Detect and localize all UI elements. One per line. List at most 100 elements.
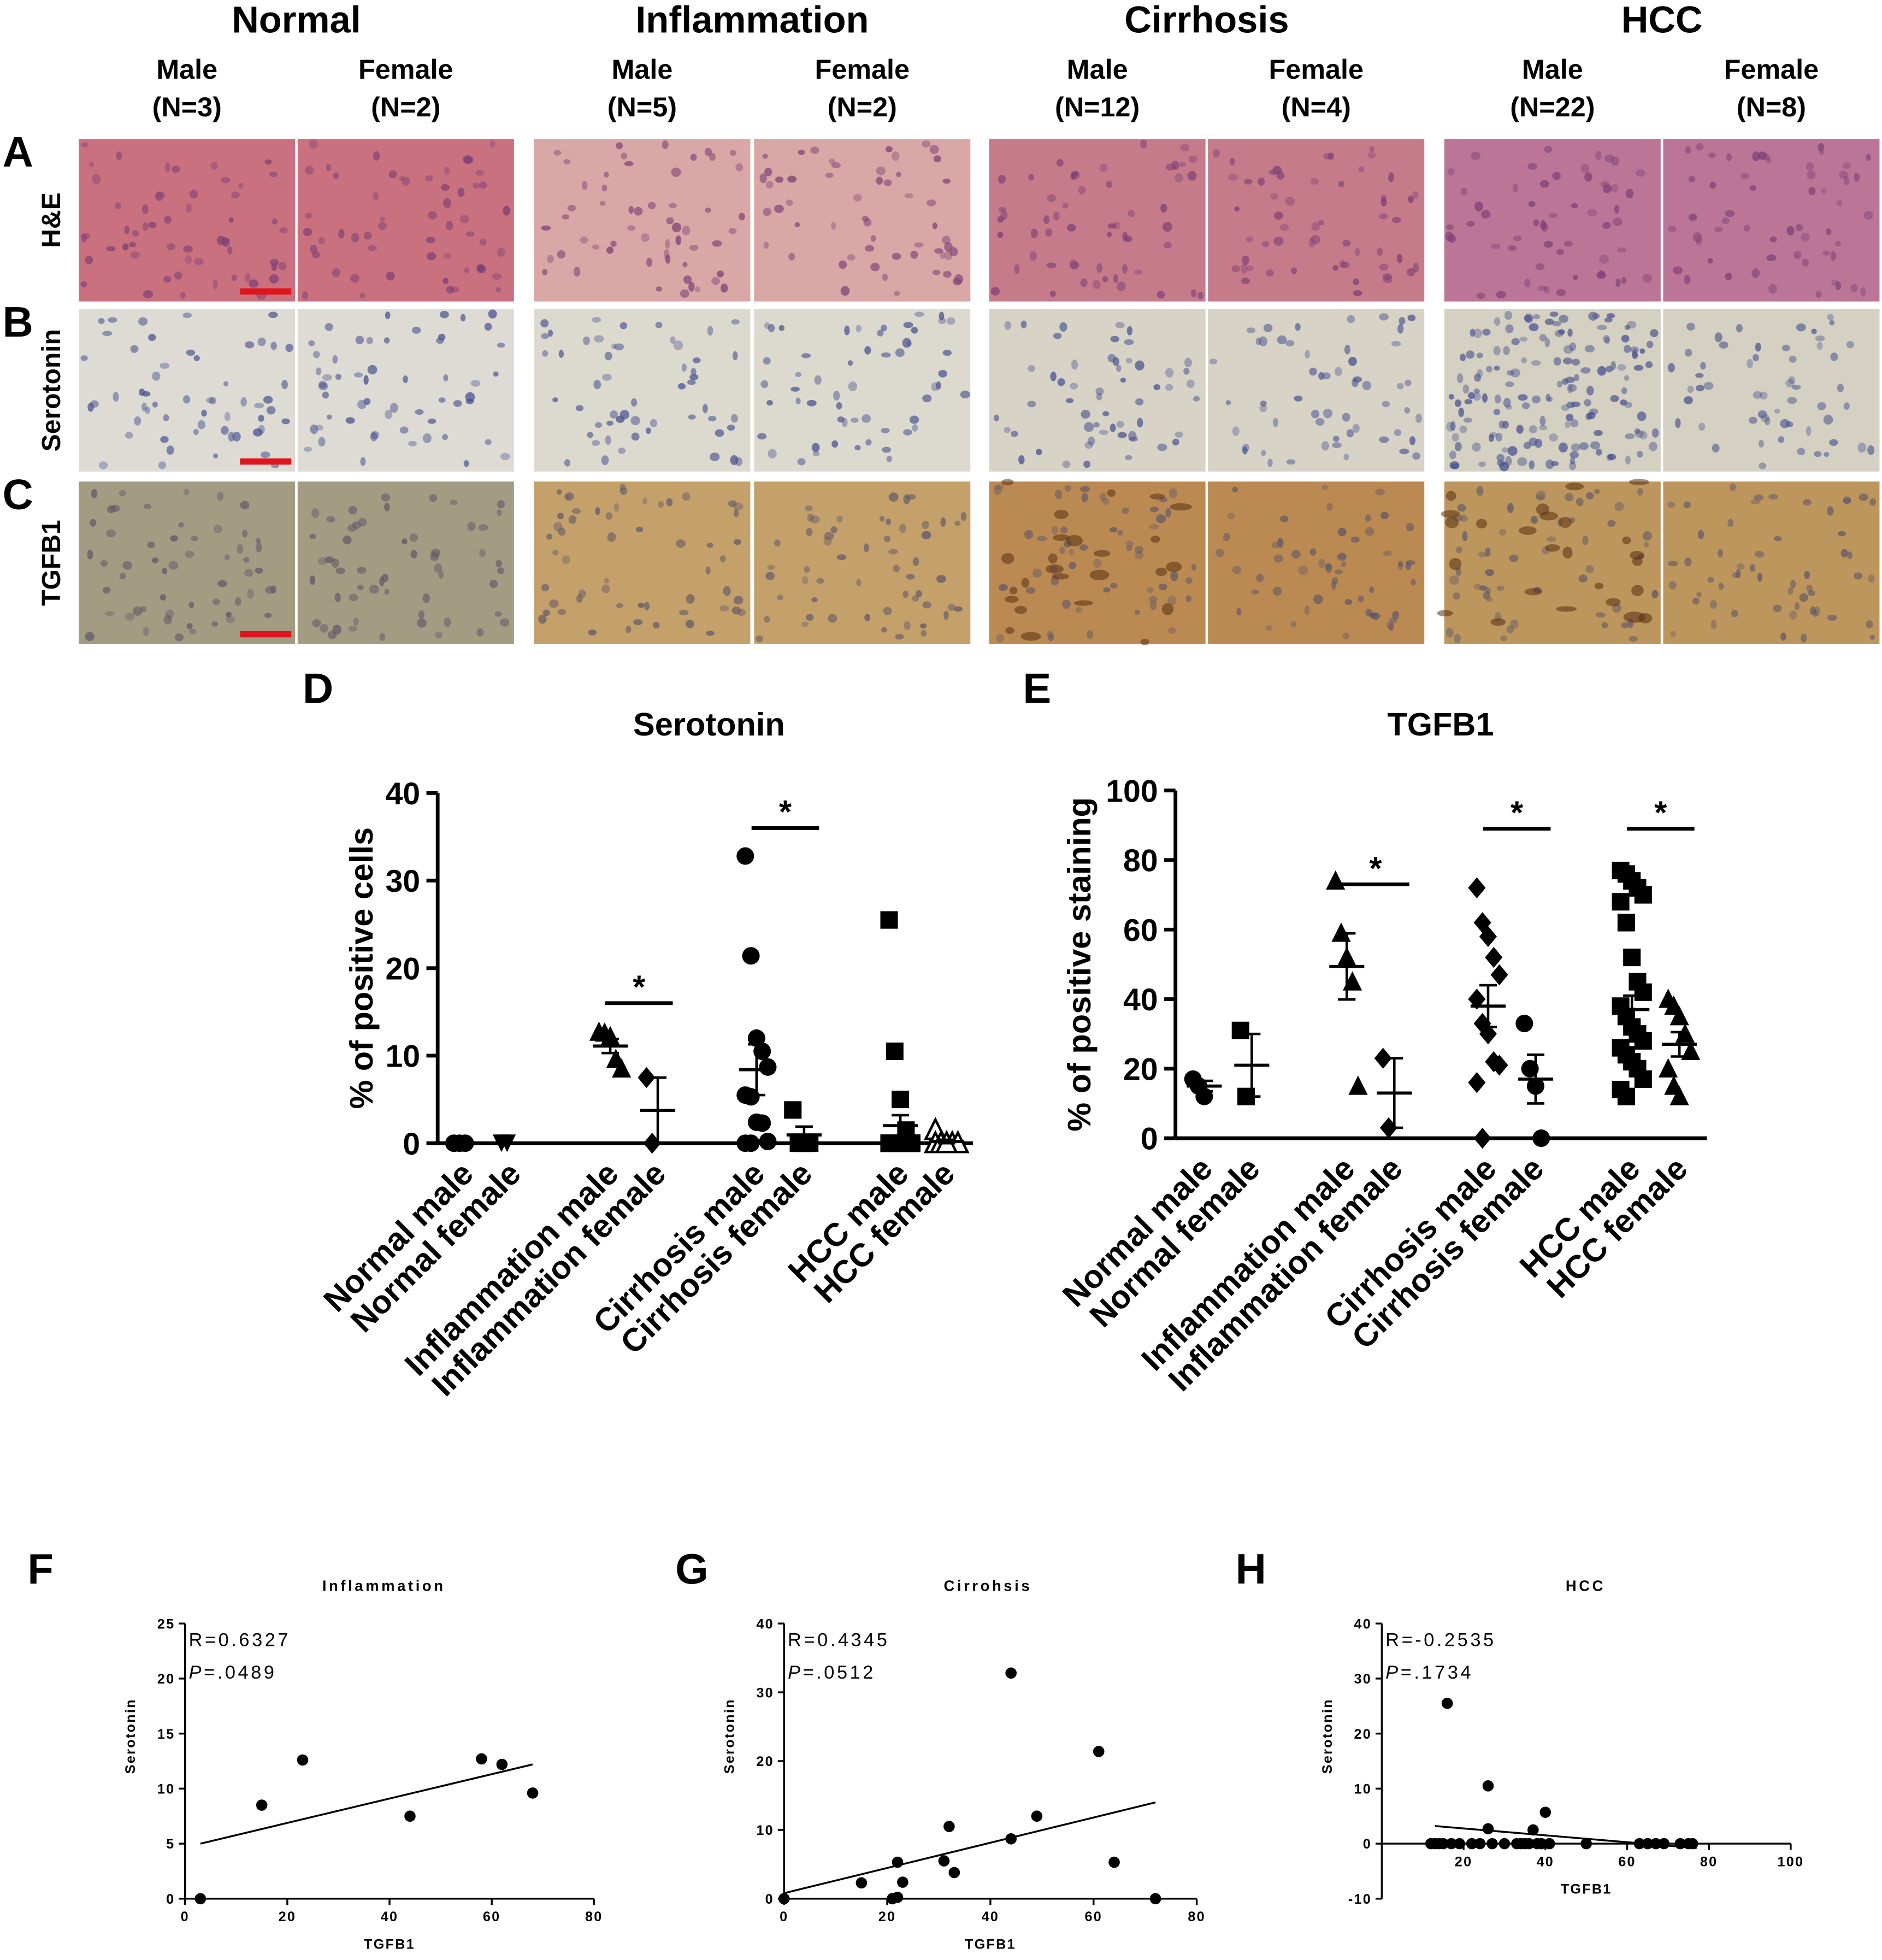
nucleus	[1827, 506, 1834, 516]
nucleus	[373, 151, 380, 161]
panel-letter: D	[303, 665, 333, 712]
nucleus	[479, 549, 486, 557]
nucleus	[434, 563, 443, 573]
nucleus	[1157, 290, 1165, 299]
nucleus	[604, 172, 609, 178]
nucleus	[1117, 432, 1127, 438]
nucleus	[777, 594, 783, 601]
nucleus	[1621, 334, 1630, 343]
nucleus	[1305, 350, 1310, 359]
nucleus	[353, 617, 359, 626]
nucleus	[1277, 538, 1284, 548]
nucleus	[1368, 612, 1378, 618]
nucleus	[1549, 433, 1558, 442]
nucleus	[735, 163, 744, 172]
nucleus	[335, 567, 346, 574]
y-tick-label: 5	[166, 1837, 175, 1852]
nucleus	[439, 310, 449, 319]
nucleus	[1075, 607, 1083, 613]
nucleus	[106, 246, 116, 252]
nucleus	[122, 243, 129, 251]
nucleus	[1611, 156, 1620, 166]
nucleus	[1639, 431, 1648, 440]
y-axis-label: % of positive staining	[1061, 797, 1098, 1132]
nucleus	[1823, 414, 1833, 425]
nucleus	[1837, 384, 1844, 392]
nucleus	[704, 148, 712, 156]
nucleus	[1866, 620, 1873, 628]
nucleus	[152, 402, 158, 408]
nucleus	[1714, 332, 1722, 343]
nucleus	[1485, 366, 1492, 373]
nucleus	[1553, 357, 1561, 366]
nucleus	[1570, 419, 1579, 428]
nucleus	[1397, 564, 1403, 570]
nucleus	[1496, 291, 1506, 298]
nucleus	[1597, 366, 1607, 376]
nucleus	[1535, 438, 1543, 448]
group-title: Normal	[232, 0, 361, 41]
nucleus	[1334, 569, 1343, 575]
nucleus	[1499, 462, 1509, 472]
nucleus	[1552, 172, 1561, 180]
nucleus	[326, 516, 335, 523]
nucleus	[542, 350, 548, 357]
nucleus	[425, 175, 433, 181]
nucleus	[1387, 621, 1394, 629]
nucleus	[1536, 490, 1546, 501]
nucleus	[1836, 200, 1843, 206]
stain-spot	[1014, 605, 1028, 614]
nucleus	[810, 515, 820, 523]
y-axis-label: Serotonin	[123, 1698, 138, 1774]
nucleus	[1165, 384, 1173, 391]
nucleus	[1765, 417, 1771, 426]
nucleus	[1504, 311, 1513, 320]
nucleus	[1350, 536, 1360, 543]
nucleus	[1590, 441, 1601, 450]
nucleus	[942, 350, 952, 356]
column-sex: Female	[1269, 54, 1364, 85]
nucleus	[541, 584, 550, 592]
nucleus	[1517, 457, 1527, 466]
nucleus	[1004, 427, 1011, 433]
nucleus	[1379, 263, 1389, 271]
nucleus	[113, 392, 119, 402]
nucleus	[465, 231, 475, 237]
nucleus	[410, 550, 417, 558]
nucleus	[764, 616, 770, 623]
nucleus	[1584, 345, 1595, 353]
nucleus	[1607, 454, 1616, 460]
nucleus	[618, 448, 626, 454]
nucleus	[1548, 213, 1557, 218]
nucleus	[1466, 350, 1475, 359]
nucleus	[186, 203, 192, 213]
nucleus	[178, 522, 184, 528]
nucleus	[1773, 535, 1782, 541]
nucleus	[1786, 226, 1795, 236]
nucleus	[1607, 520, 1616, 527]
nucleus	[1399, 449, 1409, 455]
y-tick-label: 10	[385, 1039, 420, 1074]
nucleus	[352, 521, 361, 529]
nucleus	[847, 254, 856, 261]
nucleus	[1241, 264, 1248, 274]
nucleus	[1567, 384, 1573, 393]
nucleus	[926, 199, 936, 207]
nucleus	[1263, 323, 1273, 332]
nucleus	[497, 567, 505, 574]
nucleus	[1788, 376, 1795, 384]
nucleus	[318, 237, 325, 245]
x-tick-label: 80	[1700, 1854, 1718, 1869]
point	[880, 911, 898, 929]
nucleus	[910, 250, 918, 259]
x-axis-label: TGFB1	[1561, 1882, 1612, 1897]
nucleus	[443, 253, 452, 259]
nucleus	[765, 181, 774, 189]
nucleus	[1467, 392, 1476, 399]
nucleus	[624, 161, 634, 167]
nucleus	[1696, 385, 1704, 392]
nucleus	[1485, 548, 1491, 557]
nucleus	[138, 317, 148, 326]
point	[1005, 1667, 1017, 1679]
point	[897, 1876, 908, 1888]
